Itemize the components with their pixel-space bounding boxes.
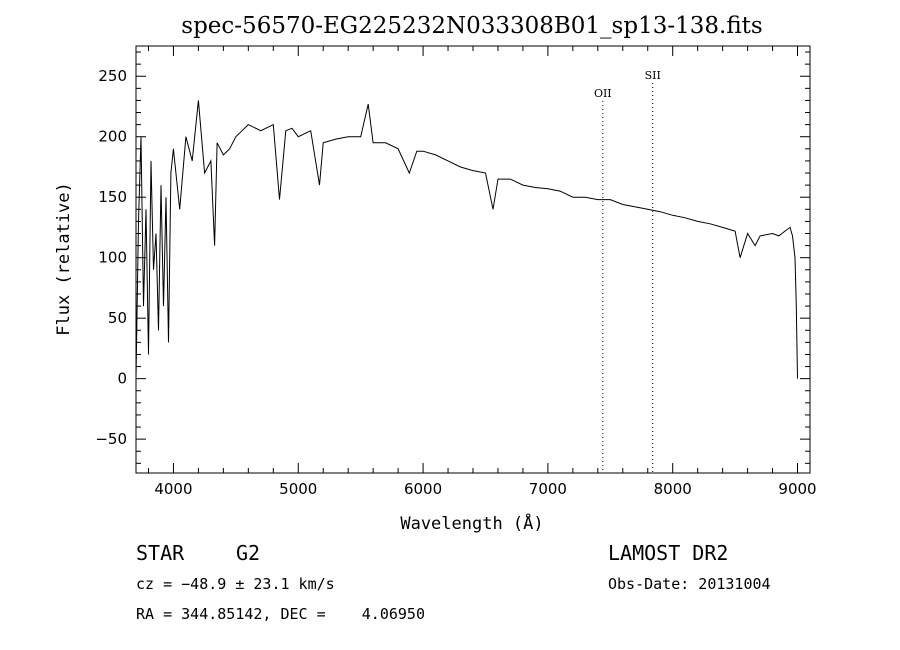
x-tick-label: 7000 (529, 480, 567, 498)
coordinates: RA = 344.85142, DEC = 4.06950 (136, 605, 425, 623)
plot-frame (135, 45, 811, 474)
x-tick-label: 6000 (404, 480, 442, 498)
spectrum-line-0 (135, 100, 798, 379)
plot-lines (135, 100, 798, 379)
survey-name: LAMOST DR2 (608, 541, 729, 565)
redshift-velocity: cz = −48.9 ± 23.1 km/s (136, 575, 335, 593)
y-tick-label: 200 (98, 128, 127, 146)
y-tick-label: 0 (117, 370, 127, 388)
object-class: STAR (136, 541, 185, 565)
line-annotations: OII SII (594, 69, 661, 473)
x-axis-label: Wavelength (Å) (400, 512, 543, 534)
x-tick-label: 9000 (778, 480, 816, 498)
y-tick-label: 250 (98, 67, 127, 85)
chart-title: spec-56570-EG225232N033308B01_sp13-138.f… (181, 13, 762, 39)
x-tick-label: 8000 (654, 480, 692, 498)
observation-date: Obs-Date: 20131004 (608, 575, 771, 593)
x-tick-label: 5000 (279, 480, 317, 498)
y-tick-label: 100 (98, 249, 127, 267)
object-subclass: G2 (236, 541, 261, 565)
y-tick-label: −50 (95, 430, 127, 448)
y-tick-label: 150 (98, 188, 127, 206)
axes: 4000 5000 6000 7000 8000 9000 −50 0 50 100 150 200 2… (95, 46, 817, 498)
line-marker-label: OII (594, 87, 612, 100)
x-tick-label: 4000 (154, 480, 192, 498)
y-tick-label: 50 (108, 309, 127, 327)
y-axis-label: Flux (relative) (54, 182, 74, 336)
line-marker-label: SII (645, 69, 661, 82)
